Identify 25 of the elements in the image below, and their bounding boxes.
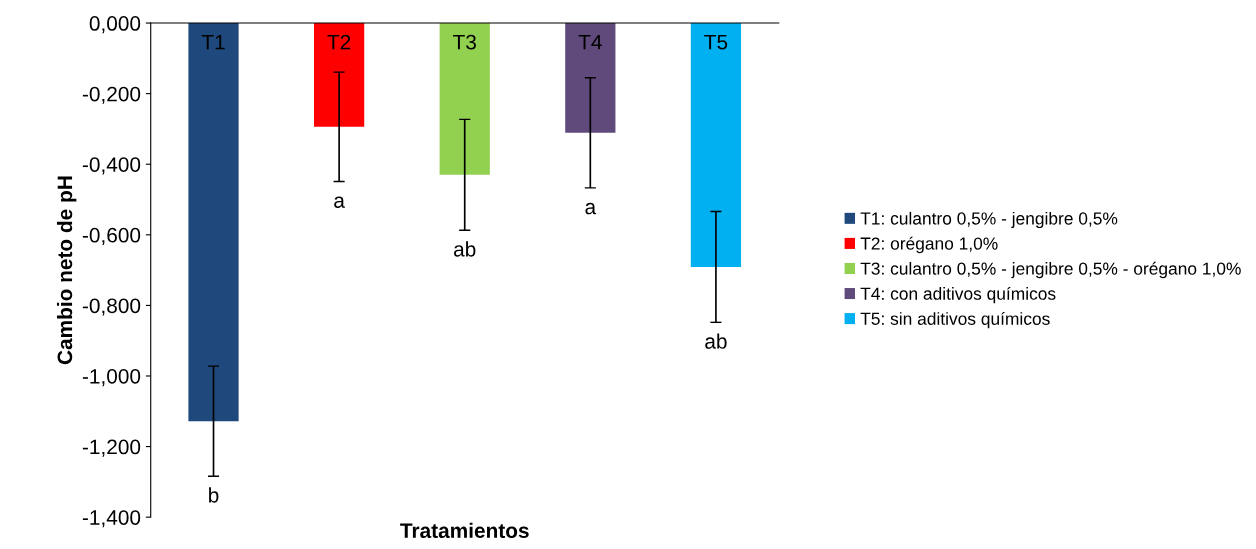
annotation: b bbox=[209, 487, 219, 503]
annotation: ab bbox=[705, 333, 727, 349]
legend-label: T2: orégano 1,0% bbox=[860, 236, 998, 254]
y-tick-label: -1,400 bbox=[82, 510, 141, 528]
x-tick-label: T3 bbox=[453, 34, 476, 50]
x-tick-label: T1 bbox=[201, 34, 225, 50]
x-tick-label: T2 bbox=[327, 34, 351, 50]
annotation: ab bbox=[454, 241, 476, 257]
y-tick-label: 0,000 bbox=[89, 16, 141, 34]
annotation: a bbox=[585, 202, 597, 215]
y-axis-title: Cambio neto de pH bbox=[56, 176, 77, 365]
y-tick-label: -1,000 bbox=[82, 368, 141, 387]
legend-label: T5: sin aditivos químicos bbox=[860, 311, 1050, 329]
y-tick-label: -0,600 bbox=[82, 227, 141, 246]
y-tick-label: -0,400 bbox=[82, 157, 141, 175]
x-tick-label: T5 bbox=[704, 34, 728, 50]
annotation: a bbox=[334, 196, 345, 208]
y-tick-label: -0,200 bbox=[82, 86, 141, 104]
legend-label: T3: culantro 0,5% - jengibre 0,5% - orégano 1,0% bbox=[860, 261, 1241, 279]
legend-label: T1: culantro 0,5% - jengibre 0,5% bbox=[860, 211, 1118, 229]
x-tick-label: T4 bbox=[578, 34, 602, 50]
y-tick-label: -1,200 bbox=[82, 439, 141, 457]
legend-label: T4: con aditivos químicos bbox=[860, 286, 1056, 304]
y-tick-label: -0,800 bbox=[82, 298, 141, 316]
x-axis-title: Tratamientos bbox=[400, 522, 529, 539]
